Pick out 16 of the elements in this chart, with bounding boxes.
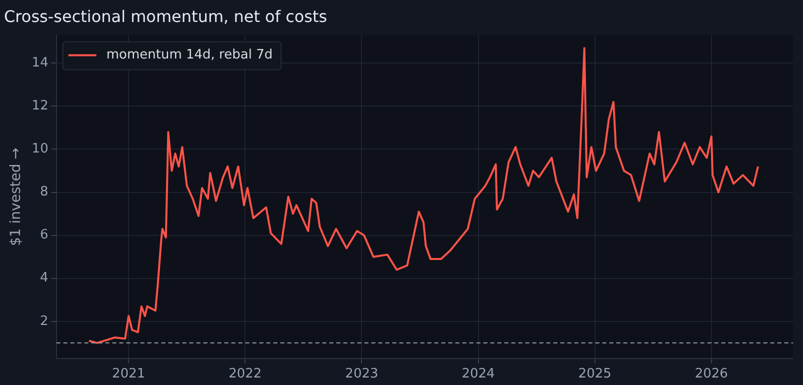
y-tick-label: 14 (32, 56, 48, 71)
x-tick-label: 2025 (578, 366, 612, 382)
y-axis-title: $1 invested → (8, 147, 24, 246)
y-tick-label: 8 (40, 184, 48, 200)
legend-label: momentum 14d, rebal 7d (106, 48, 273, 63)
y-tick-label: 6 (40, 228, 48, 243)
x-tick-label: 2024 (462, 366, 495, 382)
y-tick-label: 10 (32, 142, 48, 157)
chart-title: Cross-sectional momentum, net of costs (4, 6, 328, 26)
x-tick-label: 2026 (694, 366, 728, 382)
y-tick-label: 12 (32, 98, 48, 114)
y-tick-label: 4 (40, 270, 48, 286)
y-tick-label: 2 (40, 314, 48, 329)
x-tick-label: 2022 (228, 366, 262, 382)
x-tick-label: 2021 (112, 366, 146, 382)
x-tick-label: 2023 (345, 366, 378, 382)
